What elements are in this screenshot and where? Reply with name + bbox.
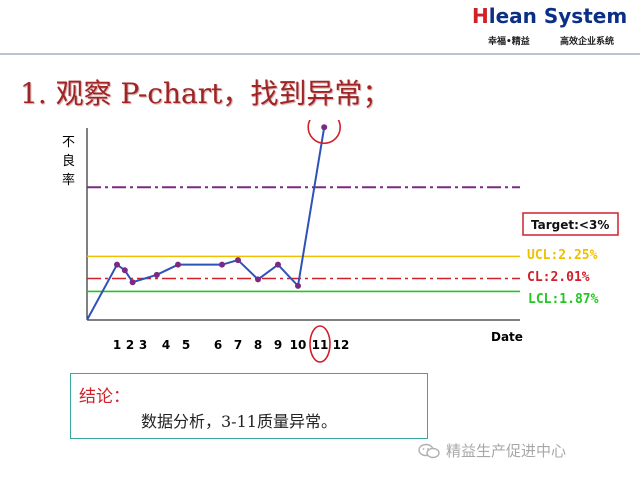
data-point [219,261,225,268]
tagline-left: 幸福•精益 [488,37,530,47]
x-tick-label: 5 [182,338,190,352]
x-axis-label: Date [491,330,523,344]
tagline-right: 高效企业系统 [560,37,615,47]
data-point [275,261,281,268]
logo: Hlean System 幸福•精益 高效企业系统 [472,4,632,48]
slide-title: 1. 观察 P-chart，找到异常； [20,77,391,110]
data-point [114,261,120,268]
limit-label-ucl: UCL:2.25% [527,248,598,263]
anomaly-tick-highlight [309,325,331,363]
x-tick-label: 4 [162,338,170,352]
data-point [153,271,160,278]
data-point [121,267,128,274]
conclusion-box: 结论： 数据分析，3-11质量异常。 [70,373,428,439]
anomaly-highlight-circle [307,120,341,145]
x-tick-label: 9 [274,338,282,352]
logo-text: lean System [488,4,628,28]
y-axis-label: 不良率 [62,135,75,188]
data-point [175,261,181,268]
watermark: 精益生产促进中心 [418,440,566,461]
x-tick-label: 2 [126,338,134,352]
data-point [235,257,241,264]
x-tick-label: 8 [254,338,262,352]
x-tick-label: 12 [333,338,350,352]
header-divider [0,53,640,55]
x-tick-label: 3 [139,338,147,352]
limit-label-target: Target:<3% [531,218,609,232]
x-tick-label: 7 [234,338,242,352]
limit-label-cl: CL:2.01% [527,270,590,285]
data-point [295,282,301,289]
data-point [321,124,328,131]
wechat-icon [418,443,440,459]
header-band [0,0,640,53]
data-point [129,279,136,286]
x-tick-label: 10 [290,338,307,352]
x-tick-label: 1 [113,338,121,352]
watermark-text: 精益生产促进中心 [446,442,567,460]
x-tick-label: 6 [214,338,222,352]
logo-letter-h: H [472,4,489,28]
data-point [255,276,261,283]
logo-wordmark: Hlean System [472,4,627,28]
x-tick-label: 11 [312,338,329,352]
limit-label-lcl: LCL:1.87% [528,292,599,307]
target-label-box [522,212,619,236]
conclusion-text: 数据分析，3-11质量异常。 [141,412,337,431]
conclusion-label: 结论： [79,387,130,407]
